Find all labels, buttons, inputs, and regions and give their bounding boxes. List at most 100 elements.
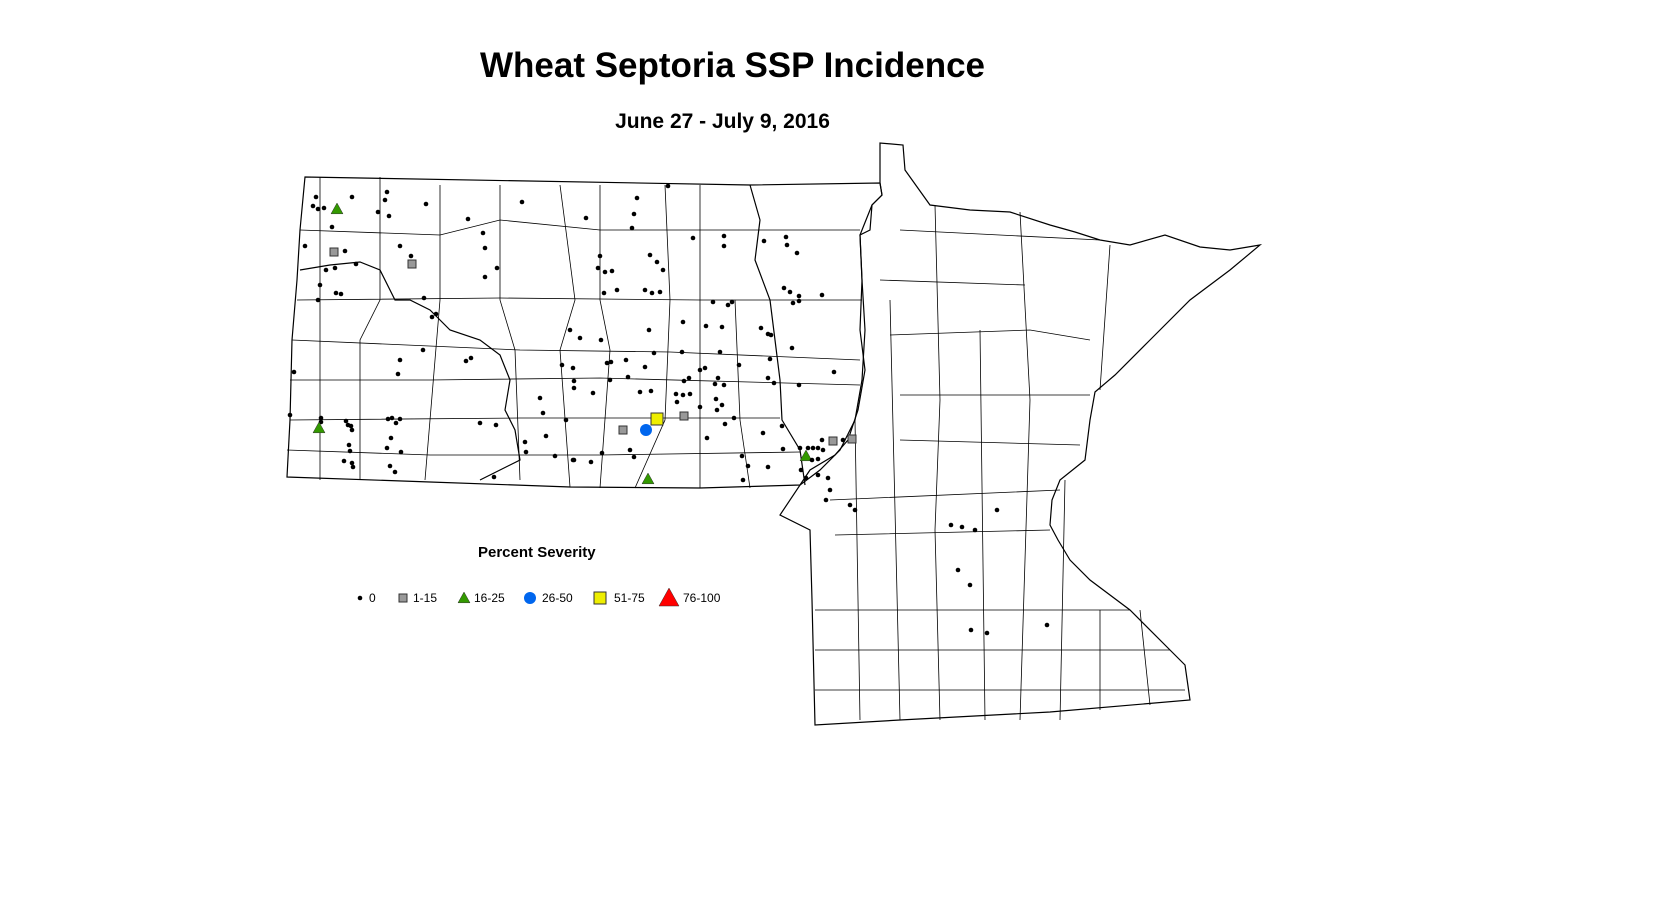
map-marker-0 — [815, 456, 821, 462]
map-marker-0 — [627, 447, 633, 453]
map-marker-0 — [673, 391, 679, 397]
map-marker-0 — [393, 420, 399, 426]
map-marker-0 — [681, 378, 687, 384]
map-marker-0 — [657, 289, 663, 295]
map-marker-0 — [729, 299, 735, 305]
map-marker-0 — [491, 474, 497, 480]
map-marker-0 — [543, 433, 549, 439]
map-marker-0 — [341, 458, 347, 464]
map-marker-0 — [482, 274, 488, 280]
map-marker-0 — [420, 347, 426, 353]
map-marker-0 — [686, 375, 692, 381]
county-lines — [286, 177, 1185, 721]
map-marker-0 — [346, 442, 352, 448]
map-marker-0 — [654, 259, 660, 265]
map-marker-0 — [599, 450, 605, 456]
map-marker-0 — [348, 423, 354, 429]
map-marker-0 — [721, 382, 727, 388]
map-marker-0 — [712, 381, 718, 387]
map-marker-0 — [760, 430, 766, 436]
map-marker-0 — [680, 319, 686, 325]
map-marker-0 — [721, 243, 727, 249]
map-marker-0 — [840, 437, 846, 443]
map-marker-0 — [614, 287, 620, 293]
map-marker-0 — [713, 396, 719, 402]
map-marker-0 — [820, 447, 826, 453]
legend-symbols — [357, 587, 680, 607]
map-marker-0 — [480, 230, 486, 236]
map-marker-0 — [384, 445, 390, 451]
map-marker-0 — [642, 364, 648, 370]
map-marker-0 — [604, 360, 610, 366]
map-marker-0 — [571, 385, 577, 391]
map-marker-16-25 — [799, 449, 813, 462]
legend-label-5: 76-100 — [683, 591, 721, 605]
map-marker-0 — [523, 449, 529, 455]
map-marker-0 — [313, 194, 319, 200]
map-marker-0 — [602, 269, 608, 275]
map-marker-0 — [955, 567, 961, 573]
map-marker-0 — [408, 253, 414, 259]
map-marker-0 — [342, 248, 348, 254]
map-marker-0 — [717, 349, 723, 355]
legend-label-3: 26-50 — [542, 591, 573, 605]
map-marker-0 — [493, 422, 499, 428]
map-marker-0 — [697, 404, 703, 410]
map-marker-0 — [687, 391, 693, 397]
map-marker-0 — [789, 345, 795, 351]
map-marker-0 — [384, 189, 390, 195]
legend-symbol-3 — [524, 592, 536, 604]
map-marker-0 — [350, 464, 356, 470]
map-marker-0 — [831, 369, 837, 375]
map-marker-0 — [332, 265, 338, 271]
legend-symbol-0 — [357, 595, 363, 601]
map-marker-0 — [608, 359, 614, 365]
map-marker-0 — [609, 268, 615, 274]
map-marker-0 — [567, 327, 573, 333]
map-marker-0 — [522, 439, 528, 445]
map-marker-0 — [302, 243, 308, 249]
map-marker-0 — [637, 389, 643, 395]
map-marker-0 — [634, 195, 640, 201]
map-marker-0 — [310, 203, 316, 209]
map-marker-0 — [984, 630, 990, 636]
legend-symbol-5 — [658, 587, 680, 607]
map-marker-0 — [794, 250, 800, 256]
map-marker-0 — [397, 243, 403, 249]
map-marker-0 — [790, 300, 796, 306]
map-marker-0 — [767, 356, 773, 362]
map-marker-0 — [583, 215, 589, 221]
map-marker-1-15 — [828, 436, 838, 446]
map-marker-0 — [739, 453, 745, 459]
map-marker-0 — [736, 362, 742, 368]
map-marker-0 — [631, 454, 637, 460]
map-marker-0 — [588, 459, 594, 465]
map-marker-0 — [477, 420, 483, 426]
map-marker-0 — [810, 445, 816, 451]
legend-label-1: 1-15 — [413, 591, 438, 605]
map-marker-0 — [959, 524, 965, 530]
map-marker-0 — [465, 216, 471, 222]
map-marker-0 — [805, 445, 811, 451]
red-river — [749, 184, 806, 486]
map-marker-0 — [595, 265, 601, 271]
map-marker-0 — [563, 417, 569, 423]
map-marker-0 — [797, 445, 803, 451]
map-marker-1-15 — [329, 247, 339, 257]
legend-symbol-1 — [398, 593, 408, 603]
map-marker-0 — [421, 295, 427, 301]
map-marker-0 — [323, 267, 329, 273]
map-marker-0 — [722, 421, 728, 427]
map-marker-0 — [349, 460, 355, 466]
map-marker-51-75 — [650, 412, 664, 426]
map-marker-0 — [680, 392, 686, 398]
map-marker-0 — [315, 297, 321, 303]
map-marker-0 — [590, 390, 596, 396]
map-marker-0 — [715, 375, 721, 381]
legend-title: Percent Severity — [478, 544, 596, 561]
legend-label-2: 16-25 — [474, 591, 505, 605]
map-marker-0 — [803, 475, 809, 481]
map-marker-0 — [765, 464, 771, 470]
map-marker-0 — [719, 402, 725, 408]
map-marker-0 — [598, 337, 604, 343]
